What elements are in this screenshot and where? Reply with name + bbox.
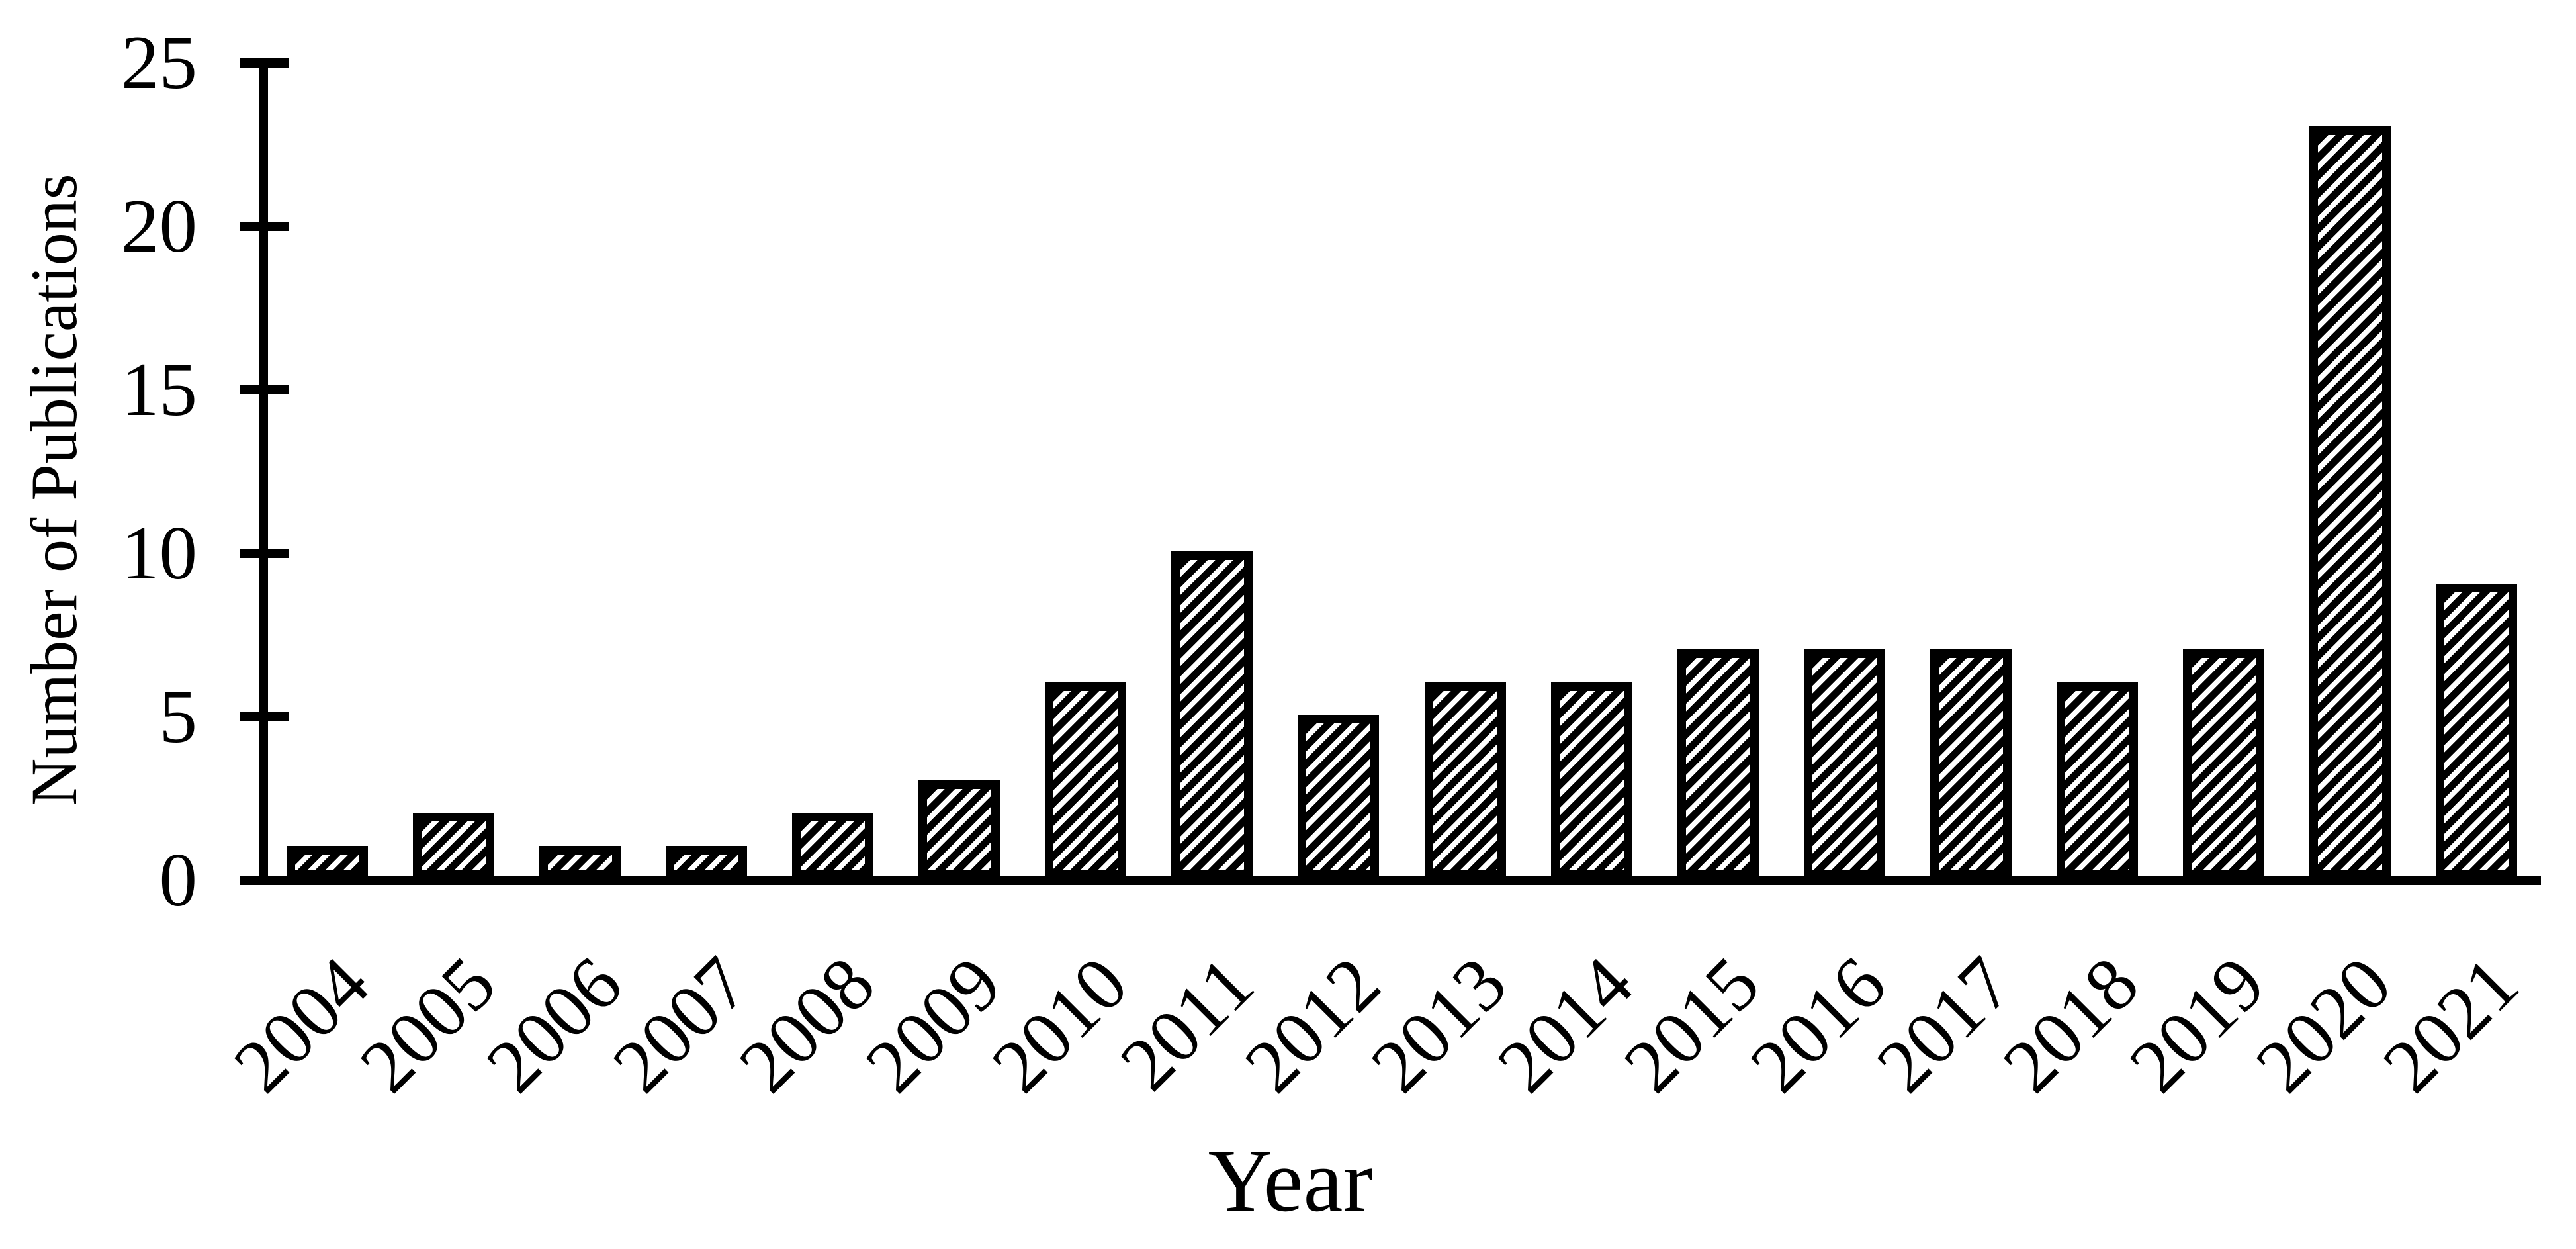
- y-tick-label-25: 25: [121, 21, 197, 105]
- x-tick-label-2016: 2016: [1734, 941, 1902, 1109]
- bar-2004: [287, 846, 368, 878]
- y-tick-label-10: 10: [121, 511, 197, 595]
- bar-2019: [2183, 649, 2264, 878]
- bar-2021: [2436, 584, 2517, 878]
- y-axis-tick-25: [240, 58, 289, 68]
- bar-2016: [1804, 649, 1885, 878]
- bar-2017: [1930, 649, 2012, 878]
- bar-2018: [2057, 682, 2138, 878]
- bar-2013: [1425, 682, 1506, 878]
- x-tick-label-2013: 2013: [1355, 941, 1523, 1109]
- x-tick-label-2006: 2006: [470, 941, 638, 1109]
- bar-2008: [792, 813, 873, 878]
- x-tick-label-2014: 2014: [1482, 941, 1649, 1109]
- y-tick-label-20: 20: [121, 184, 197, 268]
- x-tick-label-2017: 2017: [1861, 941, 2028, 1109]
- y-axis-line: [259, 58, 268, 885]
- bar-2006: [539, 846, 621, 878]
- x-tick-label-2019: 2019: [2113, 941, 2281, 1109]
- y-axis-tick-5: [240, 712, 289, 721]
- x-tick-label-2012: 2012: [1229, 941, 1396, 1109]
- bar-2012: [1298, 715, 1379, 878]
- bar-2010: [1045, 682, 1126, 878]
- x-tick-label-2005: 2005: [343, 941, 511, 1109]
- y-axis-tick-10: [240, 549, 289, 558]
- x-tick-label-2009: 2009: [849, 941, 1017, 1109]
- bar-2009: [918, 780, 1000, 878]
- x-tick-label-2007: 2007: [596, 941, 764, 1109]
- x-tick-label-2008: 2008: [723, 941, 891, 1109]
- y-tick-label-0: 0: [159, 838, 198, 922]
- x-axis-title: Year: [1208, 1132, 1373, 1230]
- x-tick-label-2021: 2021: [2366, 941, 2534, 1109]
- y-axis-tick-20: [240, 222, 289, 231]
- x-tick-label-2020: 2020: [2240, 941, 2408, 1109]
- bar-2011: [1171, 551, 1253, 878]
- bar-2007: [666, 846, 747, 878]
- y-tick-label-5: 5: [159, 674, 198, 759]
- y-tick-label-15: 15: [121, 347, 197, 432]
- bar-2020: [2309, 126, 2391, 878]
- y-axis-tick-15: [240, 385, 289, 394]
- bar-2005: [413, 813, 494, 878]
- bar-2015: [1677, 649, 1759, 878]
- bar-2014: [1551, 682, 1632, 878]
- x-tick-label-2015: 2015: [1608, 941, 1775, 1109]
- x-tick-label-2004: 2004: [217, 941, 385, 1109]
- y-axis-title: Number of Publications: [17, 173, 91, 806]
- x-tick-label-2011: 2011: [1104, 941, 1270, 1107]
- x-tick-label-2018: 2018: [1987, 941, 2154, 1109]
- x-tick-label-2010: 2010: [975, 941, 1143, 1109]
